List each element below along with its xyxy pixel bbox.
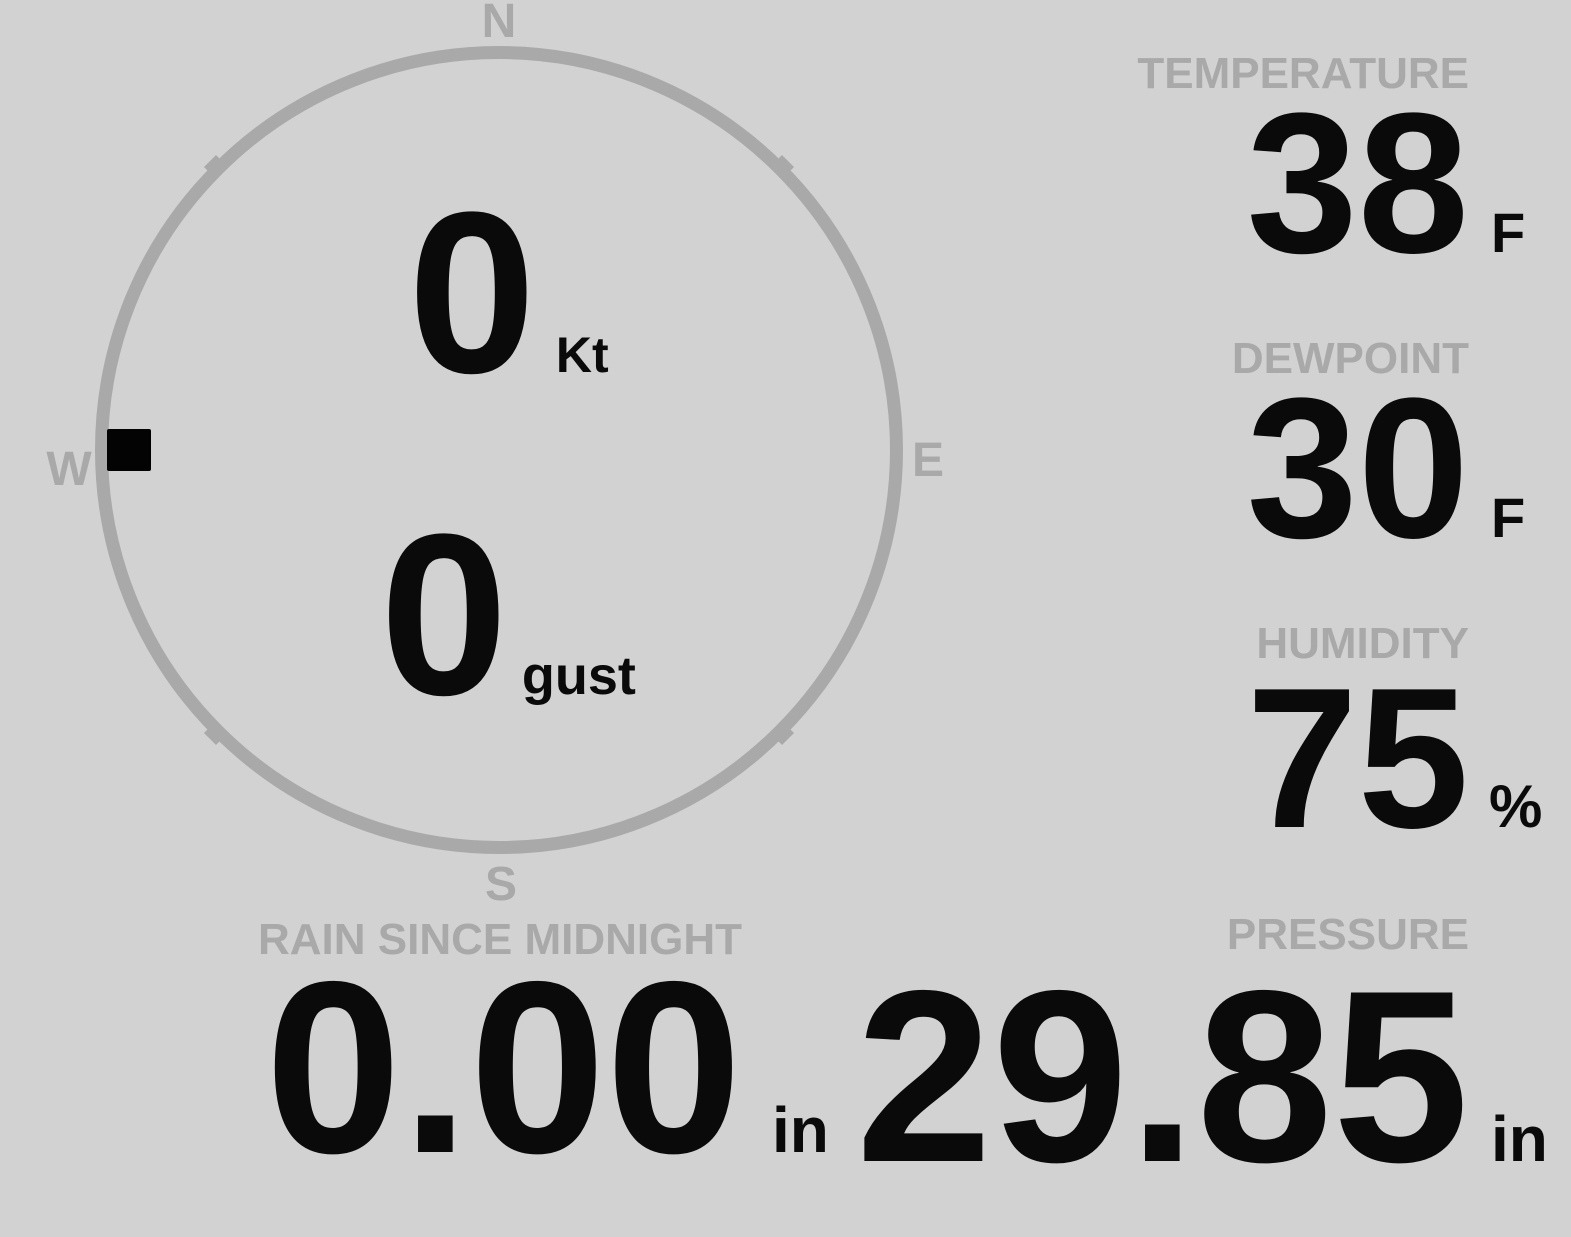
compass-label-west: W bbox=[46, 443, 92, 496]
humidity-unit: % bbox=[1489, 773, 1543, 840]
wind-gust-unit: gust bbox=[521, 646, 636, 706]
pressure-label: PRESSURE bbox=[1226, 910, 1469, 959]
temperature-metric: TEMPERATURE 38 F bbox=[1137, 52, 1549, 284]
compass-label-south: S bbox=[484, 858, 518, 911]
pressure-value: 29.85 bbox=[855, 939, 1469, 1213]
wind-gust-readout: 0 gust bbox=[380, 500, 636, 730]
temperature-value: 38 bbox=[1246, 72, 1469, 295]
temperature-unit: F bbox=[1491, 201, 1526, 264]
wind-speed-readout: 0 Kt bbox=[408, 178, 609, 408]
rain-unit: in bbox=[772, 1094, 829, 1166]
wind-gust-value: 0 bbox=[380, 486, 508, 743]
compass-label-north: N bbox=[481, 0, 517, 48]
compass-label-east: E bbox=[911, 434, 945, 487]
dewpoint-unit: F bbox=[1491, 486, 1526, 549]
dewpoint-label: DEWPOINT bbox=[1231, 334, 1469, 383]
dewpoint-value: 30 bbox=[1246, 357, 1469, 580]
dewpoint-metric: DEWPOINT 30 F bbox=[1232, 337, 1549, 569]
rain-metric: RAIN SINCE MIDNIGHT 0.00 in bbox=[258, 915, 829, 1204]
temperature-label: TEMPERATURE bbox=[1137, 49, 1469, 98]
wind-speed-value: 0 bbox=[408, 164, 536, 421]
wind-speed-unit: Kt bbox=[555, 327, 609, 383]
rain-label: RAIN SINCE MIDNIGHT bbox=[258, 915, 742, 964]
wind-direction-marker bbox=[107, 429, 151, 471]
humidity-label: HUMIDITY bbox=[1256, 619, 1469, 668]
humidity-value: 75 bbox=[1246, 647, 1469, 870]
humidity-metric: HUMIDITY 75 % bbox=[1247, 622, 1549, 859]
rain-value: 0.00 bbox=[265, 930, 742, 1204]
pressure-unit: in bbox=[1491, 1103, 1548, 1175]
pressure-metric: PRESSURE 29.85 in bbox=[856, 913, 1549, 1199]
